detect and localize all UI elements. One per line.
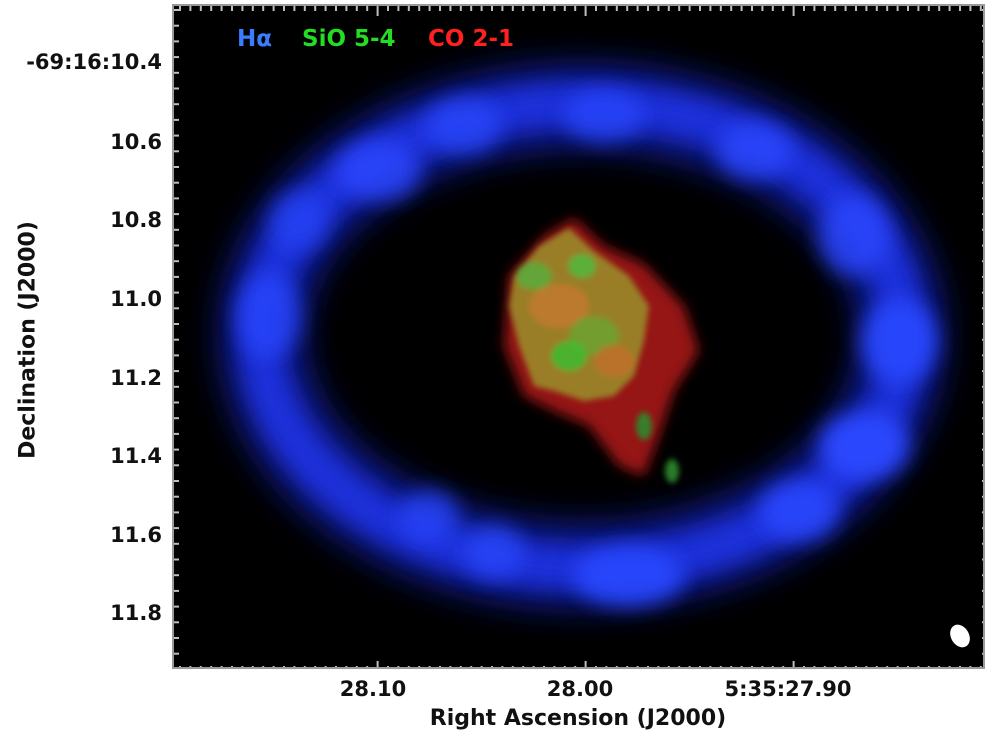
- axis-tick-marks: [174, 6, 983, 667]
- y-tick-label: 10.6: [110, 130, 162, 154]
- sio-emission: [509, 228, 679, 483]
- y-tick-label: 11.0: [110, 287, 162, 311]
- legend-co: CO 2-1: [428, 26, 514, 52]
- y-tick-label: 11.4: [110, 444, 162, 468]
- y-tick-label: 11.6: [110, 523, 162, 547]
- x-tick-label: 5:35:27.90: [724, 677, 852, 701]
- x-axis-label: Right Ascension (J2000): [429, 706, 727, 731]
- y-tick-label: 10.8: [110, 208, 162, 232]
- y-tick-label: 11.8: [110, 601, 162, 625]
- image-frame: [172, 4, 985, 669]
- composite-image: [174, 6, 983, 667]
- beam-ellipse: [950, 624, 970, 648]
- y-tick-label: -69:16:10.4: [26, 50, 162, 74]
- x-tick-label: 28.10: [339, 677, 407, 701]
- x-tick-label: 28.00: [546, 677, 614, 701]
- y-axis-label: Declination (J2000): [15, 221, 41, 459]
- y-tick-label: 11.2: [110, 366, 162, 390]
- legend-h-alpha: Hα: [237, 26, 273, 52]
- h-alpha-knots: [237, 90, 937, 606]
- legend-sio: SiO 5-4: [302, 26, 396, 52]
